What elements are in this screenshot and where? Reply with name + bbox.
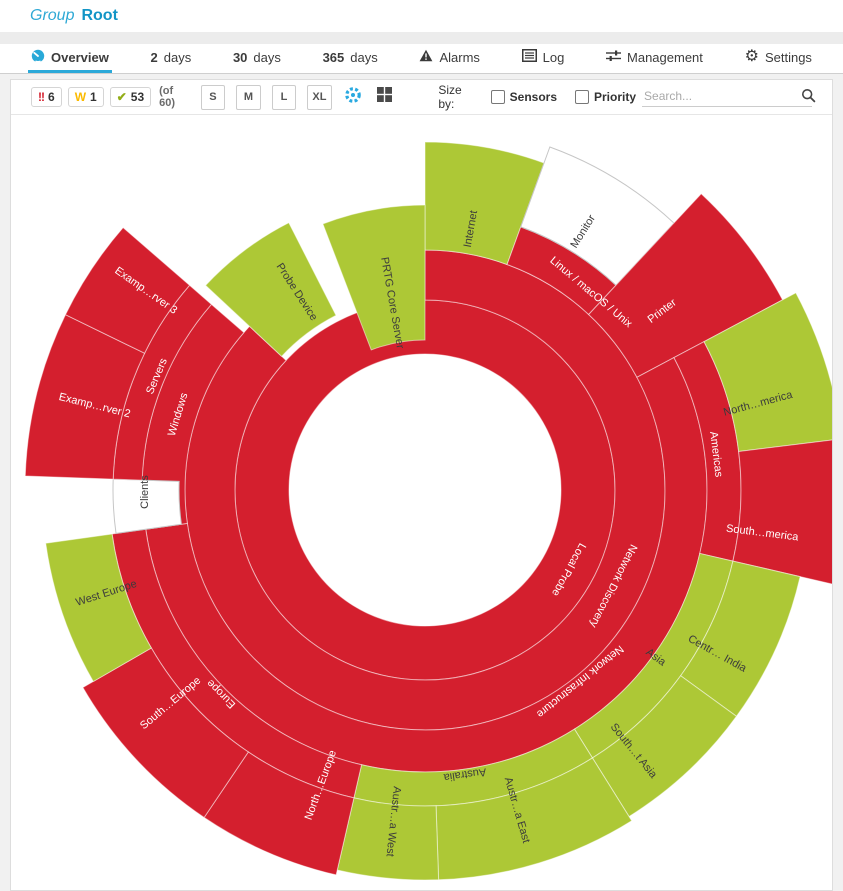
tab-label: days [350,49,378,65]
gear-icon: ⚙ [744,48,759,65]
tab-settings[interactable]: ⚙ Settings [742,44,815,73]
checkbox-sensors[interactable]: Sensors [490,90,557,104]
tab-label: Log [542,49,565,65]
tab-bar: Overview 2 days 30 days 365 days Alarms Log Manag… [0,44,843,74]
checkbox-box[interactable] [575,90,589,104]
gauge-icon [31,49,45,66]
search-icon[interactable] [801,88,816,103]
segment-clients[interactable] [112,478,182,534]
status-error-badge[interactable]: !! 6 [31,87,62,107]
size-by-label: Size by: [438,83,462,111]
segment-south-america[interactable] [732,439,832,585]
content-area: !! 6 W 1 ✔ 53 (of 60) S M L XL Size by: Sensors Prior… [0,74,843,891]
sunburst-chart: Local Probe Network Discovery Internet Linu… [11,115,832,890]
tab-label: Overview [51,49,109,65]
status-error-count: 6 [48,90,55,104]
tab-label: days [163,49,192,65]
overview-panel: !! 6 W 1 ✔ 53 (of 60) S M L XL Size by: Sensors Prior… [10,79,833,891]
size-button-s[interactable]: S [200,84,226,110]
chart-toolbar: !! 6 W 1 ✔ 53 (of 60) S M L XL Size by: Sensors Prior… [11,80,832,115]
segment-north-america[interactable] [703,292,832,453]
segment-probe-device[interactable] [204,222,337,358]
sunburst-icon [344,86,362,109]
status-error-icon: !! [38,90,45,104]
sliders-icon [606,49,622,65]
size-button-l[interactable]: L [271,84,297,110]
segment-australia-west[interactable] [336,797,440,881]
search-box [642,87,816,107]
header-separator-band [0,32,843,44]
segment-local-probe[interactable] [234,299,616,681]
tab-number: 2 [150,49,158,65]
status-warning-count: 1 [90,90,97,104]
tab-label: days [253,49,281,65]
tab-365-days[interactable]: 365 days [320,44,381,73]
breadcrumb: Group Root [0,0,843,32]
segment-south-europe[interactable] [82,647,249,819]
treemap-icon [377,87,393,107]
group-type-label: Group [30,7,75,24]
size-button-m[interactable]: M [236,84,261,110]
size-button-xl[interactable]: XL [307,84,332,110]
checkbox-label: Priority [594,90,637,104]
status-ok-badge[interactable]: ✔ 53 [109,87,152,107]
status-warning-icon: W [74,90,87,104]
checkbox-priority[interactable]: Priority [575,90,636,104]
tab-2-days[interactable]: 2 days [148,44,195,73]
status-ok-icon: ✔ [116,90,127,104]
status-ok-count: 53 [130,90,145,104]
sunburst-view-button[interactable] [344,85,363,109]
tab-number: 30 [232,49,248,65]
tab-alarms[interactable]: Alarms [416,44,482,73]
segment-west-europe[interactable] [45,533,153,683]
segment-example-server-3[interactable] [64,226,191,354]
checkbox-label: Sensors [509,90,557,104]
tab-management[interactable]: Management [603,44,706,73]
tab-30-days[interactable]: 30 days [230,44,284,73]
tab-label: Alarms [439,49,480,65]
tab-log[interactable]: Log [519,44,568,73]
warning-icon [419,49,433,65]
log-icon [521,49,537,65]
page-title: Root [81,7,118,24]
tab-number: 365 [322,49,345,65]
tab-overview[interactable]: Overview [28,44,112,73]
tab-label: Management [627,49,703,65]
checkbox-box[interactable] [490,90,505,104]
search-input[interactable] [642,87,802,104]
treemap-view-button[interactable] [375,85,394,109]
tab-label: Settings [764,49,812,65]
segment-prtg-core-server[interactable] [322,204,426,351]
sensor-total: (of 60) [159,85,176,109]
